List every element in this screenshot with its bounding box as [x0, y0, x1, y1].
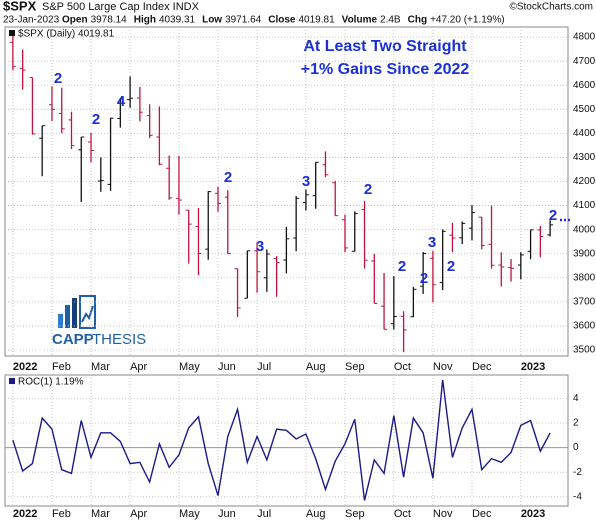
x-tick-label: 2022: [13, 361, 37, 373]
y-tick-label: 4500: [573, 104, 596, 115]
legend-label: ROC(1) 1.19%: [18, 377, 84, 388]
quote-value: 3971.64: [225, 15, 262, 26]
quote-value: +47.20 (+1.19%): [430, 15, 505, 26]
quote-date: 23-Jan-2023: [3, 15, 60, 26]
quote-value: 2.4B: [380, 15, 401, 26]
annotation: 3: [302, 173, 310, 190]
x-tick-label: Mar: [91, 508, 110, 520]
quote-label: Chg: [408, 15, 427, 26]
y-tick-label: 4300: [573, 152, 596, 163]
x-tick-label: Aug: [306, 361, 326, 373]
quote-value: 4019.81: [298, 15, 335, 26]
quote-label: High: [134, 15, 156, 26]
y-tick-label: 0: [573, 442, 579, 453]
chart-title: At Least Two Straight: [303, 38, 467, 55]
roc-line: [12, 379, 551, 501]
x-tick-label: Oct: [394, 361, 411, 373]
x-tick-label: Apr: [130, 361, 147, 373]
x-tick-label: Oct: [394, 508, 411, 520]
y-tick-label: 4600: [573, 80, 596, 91]
y-tick-label: 3800: [573, 272, 596, 283]
annotation: 2: [54, 70, 62, 87]
y-tick-label: 4000: [573, 224, 596, 235]
x-tick-label: Sep: [345, 361, 365, 373]
y-tick-label: 4200: [573, 176, 596, 187]
x-tick-label: Jun: [218, 508, 236, 520]
y-tick-label: 4: [573, 393, 579, 404]
x-tick-label: Jul: [257, 361, 271, 373]
annotation: 2: [92, 111, 100, 128]
y-tick-label: 2: [573, 418, 579, 429]
x-tick-label: Dec: [472, 508, 492, 520]
x-tick-label: May: [179, 361, 200, 373]
legend-label: $SPX (Daily) 4019.81: [18, 29, 115, 40]
x-tick-label: 2023: [521, 361, 545, 373]
price-panel: [4, 26, 569, 357]
annotation: 2: [549, 207, 557, 224]
quote-label: Volume: [342, 15, 378, 26]
x-tick-label: Sep: [345, 508, 365, 520]
chart-subtitle: +1% Gains Since 2022: [301, 61, 470, 78]
x-tick-label: Jul: [257, 508, 271, 520]
quote-label: Low: [202, 15, 222, 26]
y-tick-label: 4700: [573, 56, 596, 67]
legend-swatch: [9, 378, 15, 384]
x-tick-label: Feb: [52, 508, 71, 520]
index-name: S&P 500 Large Cap Index INDX: [42, 1, 200, 13]
quote-label: Open: [62, 15, 88, 26]
y-tick-label: 4400: [573, 128, 596, 139]
y-tick-label: 4100: [573, 200, 596, 211]
x-tick-label: Nov: [433, 508, 453, 520]
quote-value: 4039.31: [159, 15, 196, 26]
y-tick-label: -4: [573, 491, 582, 502]
x-tick-label: 2022: [13, 508, 37, 520]
annotation: 2: [420, 270, 428, 287]
logo-text: THESIS: [92, 331, 146, 348]
quote-label: Close: [268, 15, 296, 26]
quote-value: 3978.14: [91, 15, 128, 26]
annotation: 2: [447, 258, 455, 275]
x-tick-label: Apr: [130, 508, 147, 520]
x-tick-label: Mar: [91, 361, 110, 373]
annotation: 3: [256, 238, 264, 255]
y-tick-label: 3700: [573, 296, 596, 307]
annotation: 2: [224, 169, 232, 186]
x-tick-label: 2023: [521, 508, 545, 520]
annotation: 4: [117, 93, 126, 110]
x-tick-label: Dec: [472, 361, 492, 373]
y-tick-label: 3600: [573, 321, 596, 332]
logo-text: CAPP: [52, 331, 94, 348]
annotation: 2: [398, 258, 406, 275]
legend-swatch: [9, 30, 15, 36]
x-tick-label: Nov: [433, 361, 453, 373]
x-tick-label: May: [179, 508, 200, 520]
annotation: 2: [364, 181, 372, 198]
roc-panel: [4, 374, 569, 507]
x-tick-label: Aug: [306, 508, 326, 520]
y-tick-label: -2: [573, 467, 582, 478]
copyright: ©StockCharts.com: [509, 2, 593, 13]
x-tick-label: Feb: [52, 361, 71, 373]
x-tick-label: Jun: [218, 361, 236, 373]
y-tick-label: 3500: [573, 345, 596, 356]
annotation: 3: [428, 234, 436, 251]
y-tick-label: 3900: [573, 248, 596, 259]
y-tick-label: 4800: [573, 32, 596, 43]
symbol: $SPX: [3, 0, 37, 13]
